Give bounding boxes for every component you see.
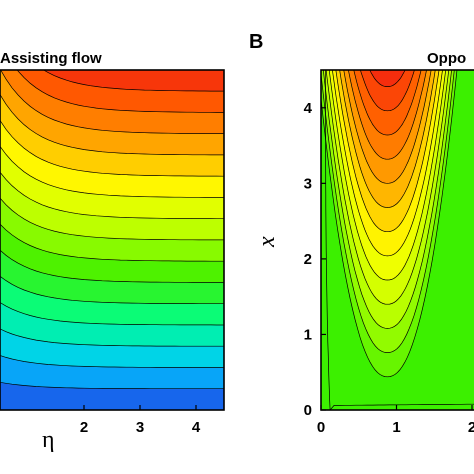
- panel-b-contour-line: [321, 70, 455, 353]
- panel-a-contour-line: [0, 197, 224, 241]
- panel-a-band: [0, 410, 224, 416]
- panel-b-contour-line: [321, 70, 458, 378]
- panel-a-contour-line: [0, 0, 241, 49]
- panel-b-contour-line: [343, 70, 432, 184]
- panel-b-ytick-label: 2: [304, 251, 312, 268]
- panel-b-contour-line: [361, 17, 414, 62]
- panel-b-contour-fills: [321, 17, 474, 410]
- panel-b-contour-line: [339, 70, 436, 208]
- panel-a-xtick-label: 3: [136, 419, 144, 436]
- panel-b-band: [369, 70, 406, 87]
- panel-b-ytick-label: 1: [304, 326, 312, 343]
- panel-b-contour-line: [369, 70, 406, 87]
- panel-a-contour-line: [0, 249, 224, 283]
- panel-a-contour-line: [0, 120, 224, 177]
- panel-b-band: [361, 17, 414, 62]
- panel-b-ytick-label: 3: [304, 175, 312, 192]
- panel-b-ytick-label: 4: [304, 100, 313, 117]
- panel-a-xlabel: η: [42, 427, 55, 453]
- panel-b-ticks: 0 1 2 3 4 0 1 2: [304, 100, 474, 436]
- panel-b-xtick-label: 2: [468, 419, 474, 436]
- panel-a-contour-line: [0, 355, 224, 368]
- panel-b-contour-line: [325, 70, 450, 305]
- panel-a-contour-line: [0, 146, 224, 198]
- panel-a-frame: [0, 69, 225, 411]
- panel-a-contour-line: [42, 70, 224, 92]
- panel-b-frame: [320, 69, 474, 411]
- panel-a: Assisting flow 2 3 4 η: [0, 0, 241, 453]
- panel-b-contour-line: [353, 70, 422, 136]
- panel-b-ylabel: x: [254, 236, 280, 248]
- panel-b-contour-line: [348, 70, 427, 160]
- panel-a-xtick-label: 4: [192, 419, 201, 436]
- panel-a-contour-line: [0, 0, 241, 27]
- panel-b-xtick-label: 1: [392, 419, 400, 436]
- panel-a-ticks: 2 3 4: [80, 405, 201, 436]
- panel-b-xtick-label: 0: [317, 419, 325, 436]
- panel-a-title: Assisting flow: [0, 50, 102, 67]
- panel-a-contour-line: [0, 0, 241, 6]
- panel-a-band: [0, 0, 241, 49]
- panel-b: B Oppo 0 1 2 3 4 0 1 2 x: [249, 17, 474, 436]
- panel-b-contour-line: [332, 70, 443, 257]
- panel-b-label: B: [249, 31, 263, 53]
- panel-b-contour-line: [322, 70, 452, 329]
- panel-a-contour-line: [16, 70, 224, 113]
- panel-a-contour-line: [0, 171, 224, 220]
- panel-b-band: [360, 70, 415, 111]
- panel-a-contour-line: [0, 328, 224, 347]
- panel-b-contour-lines: [321, 17, 474, 410]
- panel-a-contour-lines: [0, 0, 241, 390]
- panel-b-ytick-label: 0: [304, 402, 312, 419]
- panel-b-contour-line: [335, 70, 440, 233]
- panel-b-contour-line: [360, 70, 415, 112]
- panel-a-contour-line: [0, 381, 224, 390]
- panel-b-title: Oppo: [427, 50, 466, 67]
- panel-a-band: [0, 0, 241, 27]
- panel-a-contour-line: [0, 223, 224, 262]
- panel-b-contour-line: [328, 70, 447, 281]
- panel-a-contour-line: [0, 70, 224, 134]
- panel-a-xtick-label: 2: [80, 419, 88, 436]
- panel-a-contour-line: [0, 276, 224, 305]
- panel-a-contour-line: [0, 94, 224, 156]
- panel-a-contour-line: [0, 302, 224, 326]
